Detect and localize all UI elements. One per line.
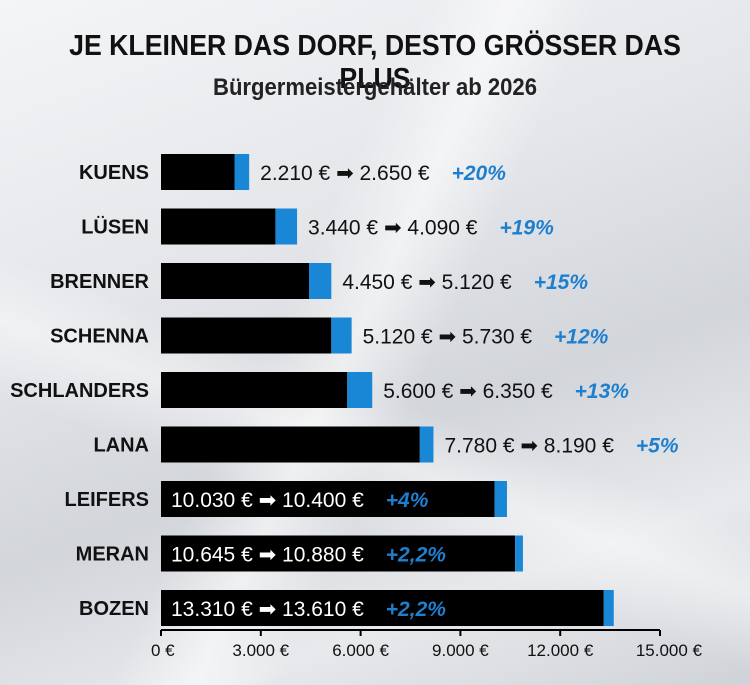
percent-change-label: +2,2% <box>386 544 446 567</box>
percent-change-label: +20% <box>452 162 507 185</box>
new-salary-value: 13.610 € <box>276 598 364 621</box>
bar-row: BOZEN 13.310 € ➡ 13.610 € +2,2% <box>79 590 614 626</box>
salary-change-label: 5.600 € ➡ 6.350 € <box>383 380 553 403</box>
arrow-icon: ➡ <box>259 544 277 567</box>
new-salary-value: 2.650 € <box>354 162 430 185</box>
salary-change-label: 13.310 € ➡ 13.610 € <box>171 598 364 621</box>
category-label: LÜSEN <box>81 216 149 239</box>
bar-row: LANA 7.780 € ➡ 8.190 € +5% <box>93 426 679 463</box>
old-salary-value: 2.210 € <box>260 162 336 185</box>
salary-change-label: 5.120 € ➡ 5.730 € <box>363 326 533 349</box>
percent-change-label: +13% <box>575 380 630 403</box>
arrow-icon: ➡ <box>459 380 477 403</box>
bar-old-salary <box>161 372 348 408</box>
bar-old-salary <box>161 154 235 190</box>
bar-increase <box>234 154 250 190</box>
arrow-icon: ➡ <box>259 489 277 512</box>
new-salary-value: 10.880 € <box>276 544 364 567</box>
bar-row: LEIFERS 10.030 € ➡ 10.400 € +4% <box>65 481 507 517</box>
bar-row: LÜSEN 3.440 € ➡ 4.090 € +19% <box>81 208 554 245</box>
arrow-icon: ➡ <box>520 435 538 458</box>
bar-old-salary <box>161 317 332 354</box>
arrow-icon: ➡ <box>259 598 277 621</box>
salary-change-label: 2.210 € ➡ 2.650 € <box>260 162 430 185</box>
old-salary-value: 10.030 € <box>171 489 259 512</box>
bar-old-salary <box>161 263 310 299</box>
salary-change-label: 4.450 € ➡ 5.120 € <box>342 271 512 294</box>
category-label: BOZEN <box>79 598 149 620</box>
percent-change-label: +2,2% <box>386 598 446 621</box>
x-tick-label: 12.000 € <box>527 641 594 660</box>
bar-increase <box>419 426 434 463</box>
x-tick-label: 9.000 € <box>432 641 489 660</box>
percent-change-label: +19% <box>499 217 554 240</box>
percent-change-label: +15% <box>534 271 589 294</box>
x-tick-label: 6.000 € <box>332 641 389 660</box>
old-salary-value: 3.440 € <box>308 217 384 240</box>
new-salary-value: 10.400 € <box>276 489 364 512</box>
salary-change-label: 10.030 € ➡ 10.400 € <box>171 489 364 512</box>
bar-increase <box>347 372 373 408</box>
old-salary-value: 5.600 € <box>383 380 459 403</box>
x-tick-label: 15.000 € <box>636 641 703 660</box>
salary-change-label: 3.440 € ➡ 4.090 € <box>308 217 478 240</box>
category-label: LANA <box>93 435 149 457</box>
percent-change-label: +5% <box>636 435 679 458</box>
bar-old-salary <box>161 590 604 626</box>
bar-row: SCHLANDERS 5.600 € ➡ 6.350 € +13% <box>10 372 629 408</box>
bar-row: SCHENNA 5.120 € ➡ 5.730 € +12% <box>50 317 609 354</box>
new-salary-value: 5.120 € <box>436 271 512 294</box>
bar-row: MERAN 10.645 € ➡ 10.880 € +2,2% <box>76 535 523 572</box>
bar-increase <box>494 481 507 517</box>
category-label: SCHLANDERS <box>10 380 149 402</box>
bar-row: BRENNER 4.450 € ➡ 5.120 € +15% <box>50 263 588 299</box>
percent-change-label: +4% <box>386 489 429 512</box>
arrow-icon: ➡ <box>384 217 402 240</box>
old-salary-value: 4.450 € <box>342 271 418 294</box>
bar-old-salary <box>161 208 276 245</box>
chart-subtitle: Bürgermeistergehälter ab 2026 <box>212 74 537 101</box>
salary-change-label: 10.645 € ➡ 10.880 € <box>171 544 364 567</box>
bar-increase <box>603 590 614 626</box>
category-label: LEIFERS <box>65 489 149 511</box>
new-salary-value: 6.350 € <box>477 380 553 403</box>
old-salary-value: 7.780 € <box>444 435 520 458</box>
category-label: KUENS <box>79 162 149 184</box>
bar-row: KUENS 2.210 € ➡ 2.650 € +20% <box>79 154 506 190</box>
bar-old-salary <box>161 535 516 572</box>
x-axis: 0 € 3.000 € 6.000 € 9.000 € 12.000 € 15.000 € <box>151 629 703 660</box>
x-tick-label: 0 € <box>151 641 175 660</box>
bar-increase <box>515 535 523 572</box>
bar-increase <box>331 317 352 354</box>
old-salary-value: 10.645 € <box>171 544 259 567</box>
new-salary-value: 8.190 € <box>538 435 614 458</box>
category-label: BRENNER <box>50 271 149 293</box>
x-tick-label: 3.000 € <box>232 641 289 660</box>
new-salary-value: 5.730 € <box>456 326 532 349</box>
bar-increase <box>309 263 332 299</box>
new-salary-value: 4.090 € <box>402 217 478 240</box>
salary-change-label: 7.780 € ➡ 8.190 € <box>444 435 614 458</box>
arrow-icon: ➡ <box>439 326 457 349</box>
category-label: SCHENNA <box>50 326 149 348</box>
chart-title: JE KLEINER DAS DORF, DESTO GRÖSSER DAS P… <box>69 30 681 95</box>
bar-old-salary <box>161 426 420 463</box>
arrow-icon: ➡ <box>418 271 436 294</box>
arrow-icon: ➡ <box>336 162 354 185</box>
category-label: MERAN <box>76 544 149 566</box>
bar-old-salary <box>161 481 495 517</box>
percent-change-label: +12% <box>554 326 609 349</box>
bar-increase <box>275 208 298 245</box>
old-salary-value: 5.120 € <box>363 326 439 349</box>
bars-layer: KUENS 2.210 € ➡ 2.650 € +20% LÜSEN 3.440 € ➡… <box>10 154 679 626</box>
old-salary-value: 13.310 € <box>171 598 259 621</box>
